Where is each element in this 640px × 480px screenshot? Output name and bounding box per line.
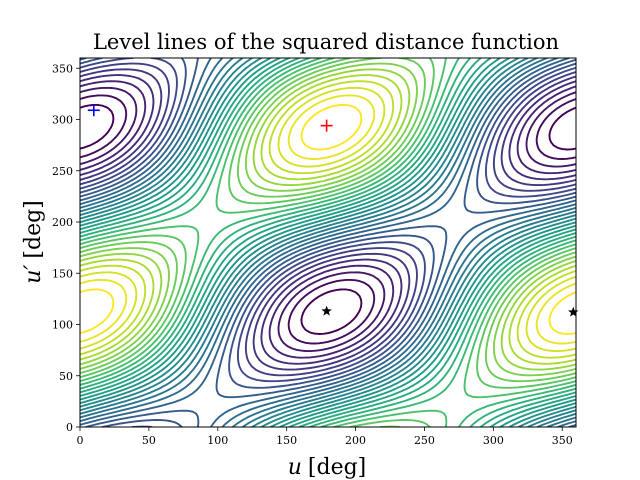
y-axis-ticks: 0 50 100 150 200 250 300 350 (52, 62, 80, 434)
contour-level-line (80, 58, 576, 427)
contour-level-line (80, 68, 576, 371)
plot-frame (79, 57, 577, 428)
contour-level-line (80, 74, 576, 365)
contour-level-line (80, 80, 576, 359)
x-axis-label: u [deg] (288, 455, 367, 480)
x-axis-label-var: u (288, 455, 302, 480)
contour-level-line (80, 58, 576, 427)
chart-title: Level lines of the squared distance func… (93, 30, 559, 54)
star-marker (321, 305, 332, 316)
contour-level-line (80, 58, 576, 427)
contour-level-line (80, 86, 576, 353)
x-tick-label: 150 (276, 434, 297, 447)
contour-lines (80, 58, 576, 427)
contour-level-line (80, 80, 576, 359)
y-tick-label: 150 (52, 267, 73, 280)
contour-level-line (80, 94, 576, 345)
contour-level-line (80, 94, 576, 345)
contour-level-line (80, 86, 576, 353)
contour-level-line (80, 58, 576, 427)
contour-level-line (80, 58, 576, 427)
y-axis-label-var: u′ (21, 265, 46, 284)
x-axis-label-unit: [deg] (308, 455, 366, 480)
x-tick-label: 200 (345, 434, 366, 447)
x-tick-label: 350 (552, 434, 573, 447)
plus-marker (87, 104, 100, 117)
y-tick-label: 300 (52, 114, 73, 127)
contour-level-line (80, 68, 576, 371)
x-axis-ticks: 0 50 100 150 200 250 300 350 (77, 427, 573, 447)
contour-level-line (80, 103, 576, 335)
y-axis-label: u′ [deg] (21, 200, 46, 284)
contour-level-line (80, 58, 576, 427)
contour-level-line (80, 58, 576, 427)
x-tick-label: 250 (414, 434, 435, 447)
x-tick-label: 100 (207, 434, 228, 447)
contour-level-line (80, 74, 576, 365)
star-marker (568, 306, 579, 317)
contour-level-line (80, 62, 576, 377)
x-tick-label: 300 (483, 434, 504, 447)
marker-layer (87, 104, 579, 317)
y-tick-label: 200 (52, 216, 73, 229)
contour-level-line (80, 58, 576, 427)
y-tick-label: 350 (52, 62, 73, 75)
y-tick-label: 0 (66, 421, 73, 434)
y-tick-label: 50 (59, 370, 73, 383)
contour-level-line (80, 62, 576, 377)
plus-marker (320, 119, 333, 132)
y-tick-label: 100 (52, 319, 73, 332)
y-axis-label-unit: [deg] (21, 200, 46, 258)
x-tick-label: 50 (142, 434, 156, 447)
x-tick-label: 0 (77, 434, 84, 447)
y-tick-label: 250 (52, 165, 73, 178)
